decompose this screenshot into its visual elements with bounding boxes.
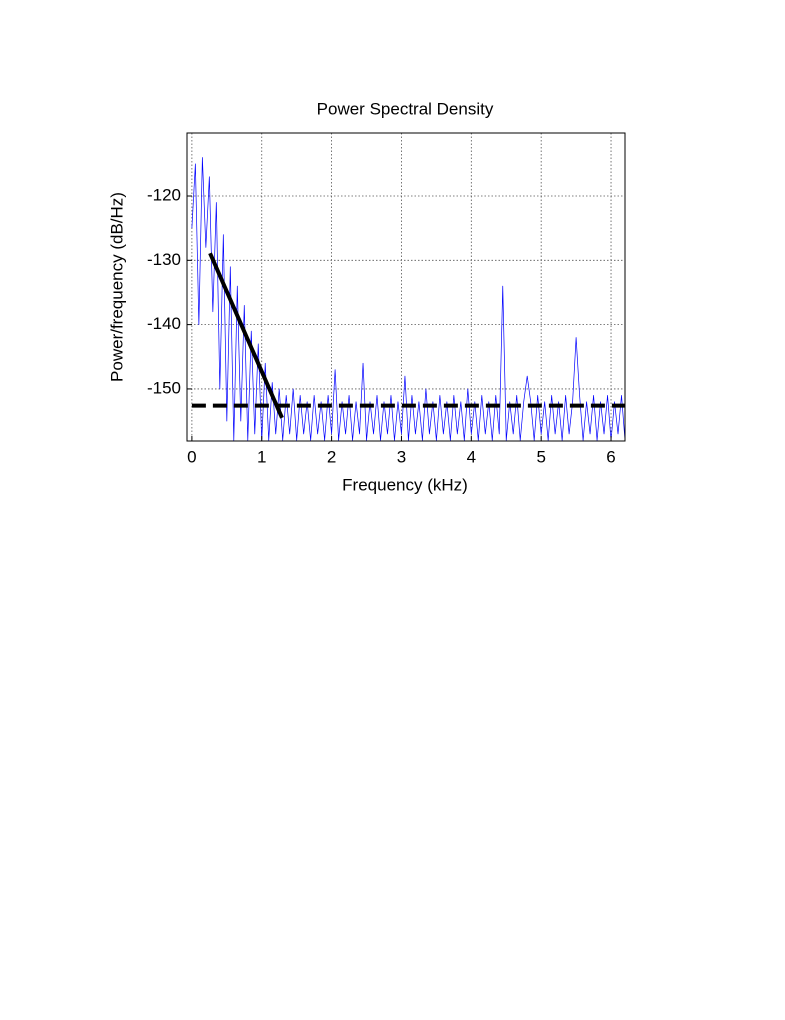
grid — [187, 133, 625, 441]
x-tick-label: 3 — [397, 447, 406, 466]
series-line — [208, 252, 284, 419]
x-tick-label: 2 — [327, 447, 336, 466]
plot-area — [191, 157, 625, 441]
y-tick-label: -130 — [147, 250, 181, 269]
y-tick-label: -150 — [147, 378, 181, 397]
x-tick-label: 1 — [257, 447, 266, 466]
y-tick-label: -120 — [147, 185, 181, 204]
chart-title: Power Spectral Density — [317, 99, 494, 118]
series-line — [191, 157, 625, 441]
x-axis-label: Frequency (kHz) — [342, 475, 468, 494]
x-tick-label: 0 — [187, 447, 196, 466]
y-axis-label: Power/frequency (dB/Hz) — [107, 192, 126, 382]
x-tick-label: 5 — [536, 447, 545, 466]
x-tick-label: 4 — [467, 447, 476, 466]
x-tick-label: 6 — [606, 447, 615, 466]
plot-frame — [186, 132, 626, 442]
y-tick-label: -140 — [147, 314, 181, 333]
